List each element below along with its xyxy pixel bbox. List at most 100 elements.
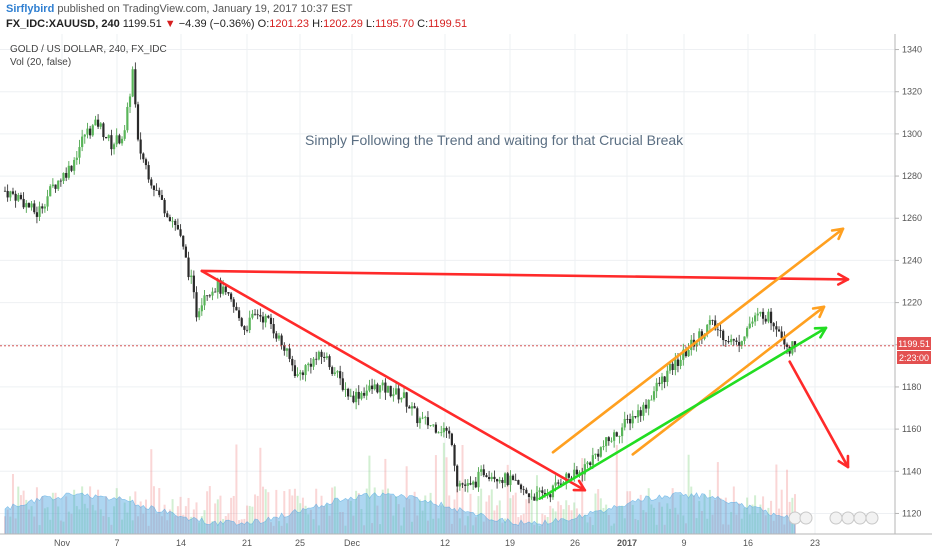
volume-bar (262, 486, 265, 534)
volume-bar (160, 516, 163, 534)
candle-body (456, 465, 459, 487)
us-flag-icon[interactable] (829, 511, 843, 525)
volume-bar (123, 502, 126, 534)
candle-body (27, 203, 31, 208)
us-flag-icon[interactable] (841, 511, 855, 525)
candle-body (628, 418, 632, 424)
volume-bar (525, 499, 528, 534)
time-tick-label: Nov (54, 538, 71, 548)
volume-bar (43, 508, 46, 534)
us-flag-icon[interactable] (853, 511, 867, 525)
volume-bar (121, 519, 124, 534)
candle-body (341, 378, 344, 390)
candle-body (275, 333, 278, 339)
volume-bar (33, 516, 36, 534)
candle-body (530, 496, 533, 498)
candle-body (264, 315, 267, 323)
candle-body (160, 195, 164, 200)
volume-bar (448, 495, 451, 534)
volume-bar (432, 518, 435, 534)
volume-bar (99, 509, 102, 534)
volume-bar (496, 505, 499, 534)
volume-bar (615, 444, 618, 534)
time-tick-label: 9 (681, 538, 686, 548)
time-tick-label: 21 (242, 538, 252, 548)
volume-bar (655, 524, 658, 534)
price-axis[interactable]: 1120114011601180120012201240126012801300… (895, 45, 922, 519)
price-tick-label: 1220 (902, 298, 922, 308)
candle-body (123, 130, 126, 139)
volume-bar (434, 455, 437, 534)
trend-lines[interactable] (200, 227, 850, 500)
volume-bar (363, 525, 366, 534)
volume-bar (288, 489, 291, 534)
candle-body (155, 189, 158, 191)
low-value: 1195.70 (375, 18, 415, 30)
candle-body (501, 479, 504, 483)
volume-bar (759, 504, 762, 534)
candle-body (235, 306, 238, 311)
candle-body (613, 432, 616, 441)
volume-bar (254, 494, 257, 534)
us-flag-icon[interactable] (865, 511, 879, 525)
volume-bar (238, 520, 241, 534)
orange-upper-channel[interactable] (551, 227, 845, 454)
candle-body (445, 427, 448, 431)
price-chart[interactable]: GOLD / US DOLLAR, 240, FX_IDC Vol (20, f… (0, 34, 932, 550)
volume-bar (83, 503, 86, 534)
candle-body (381, 382, 384, 386)
volume-bar (357, 493, 360, 534)
time-axis[interactable]: Nov 7 14 21 25 Dec 12 19 26 2017 9 16 23 (54, 538, 820, 548)
candle-body (211, 291, 214, 296)
candle-body (400, 397, 403, 400)
candle-body (727, 341, 730, 343)
chart-area[interactable]: GOLD / US DOLLAR, 240, FX_IDC Vol (20, f… (0, 34, 932, 550)
candle-body (51, 184, 54, 187)
us-flag-icon[interactable] (788, 511, 802, 525)
candle-body (325, 356, 328, 358)
volume-area (4, 492, 796, 535)
candle-body (43, 206, 46, 209)
volume-bar (352, 515, 355, 534)
red-breakdown-arrow[interactable] (788, 360, 850, 469)
volume-bar (150, 449, 153, 534)
us-flag-icon[interactable] (799, 511, 813, 525)
price-tick-label: 1340 (902, 45, 922, 55)
volume-bar (621, 505, 624, 534)
volume-bar (256, 495, 259, 534)
orange-lower-channel[interactable] (631, 305, 826, 456)
candle-body (9, 191, 12, 198)
time-tick-label: 26 (570, 538, 580, 548)
candle-body (434, 424, 438, 433)
volume-bar (315, 488, 318, 534)
volume-bar (272, 525, 275, 534)
volume-bar (400, 525, 403, 534)
candle-body (636, 410, 640, 418)
volume-bar (301, 497, 304, 534)
volume-bar (738, 503, 741, 534)
author-link[interactable]: Sirflybird (6, 3, 55, 15)
green-support-line[interactable] (538, 326, 828, 500)
candle-body (506, 473, 509, 485)
volume-bar (224, 516, 227, 534)
candle-body (594, 453, 597, 456)
red-resistance-line-segment (200, 269, 850, 281)
candle-body (243, 326, 246, 330)
event-flag-icons[interactable] (788, 511, 879, 525)
candle-body (743, 336, 746, 342)
volume-bar (25, 499, 28, 534)
candle-body (549, 494, 552, 498)
candle-body (724, 340, 727, 342)
candle-body (222, 286, 225, 294)
candle-body (227, 292, 230, 294)
orange-upper-channel-arrowhead (830, 227, 845, 241)
red-downtrend-line[interactable] (200, 269, 587, 492)
candle-body (376, 384, 379, 393)
candle-body (533, 496, 536, 501)
volume-bar (506, 464, 509, 534)
volume-bar (719, 498, 722, 534)
candle-body (232, 299, 235, 307)
red-resistance-line[interactable] (200, 269, 850, 286)
volume-bar (549, 505, 552, 534)
candle-body (666, 370, 669, 382)
